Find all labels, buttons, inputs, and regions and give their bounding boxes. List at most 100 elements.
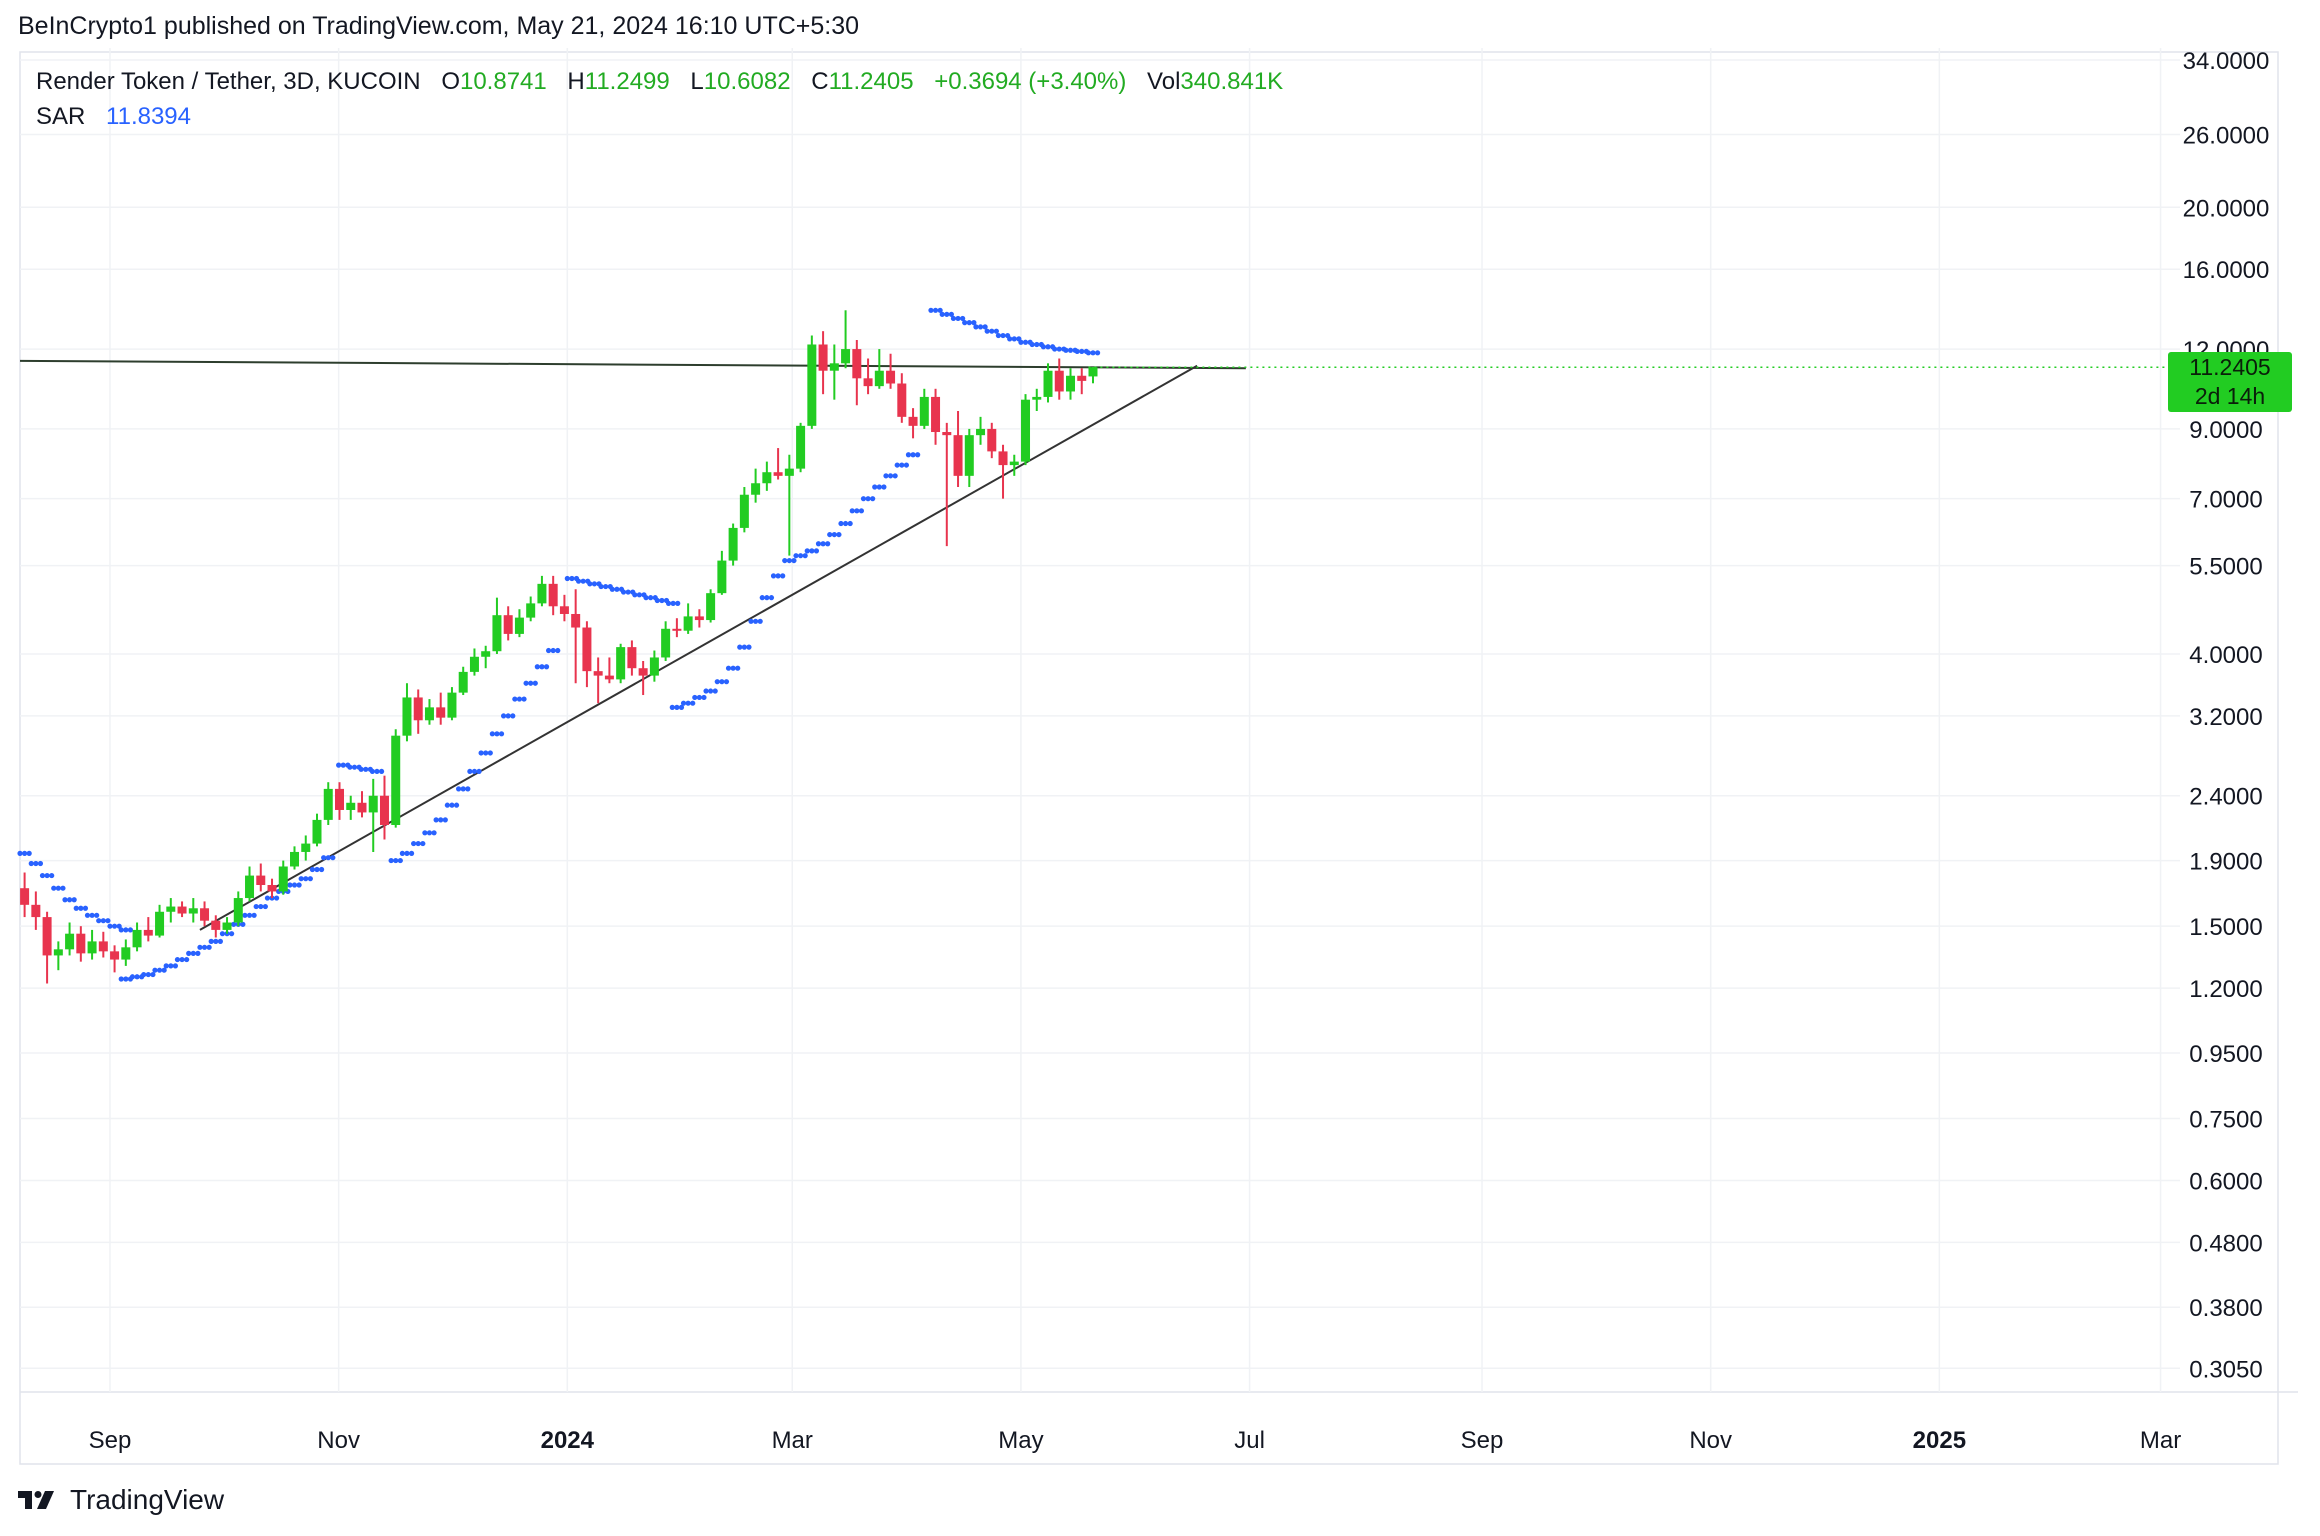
- candle-body: [650, 657, 659, 675]
- candle-body: [897, 384, 906, 417]
- sar-dot: [637, 592, 642, 597]
- candle: [346, 796, 355, 820]
- candle: [279, 861, 288, 895]
- sar-dot: [771, 573, 776, 578]
- sar-dot: [681, 701, 686, 706]
- open-label: O: [441, 68, 460, 95]
- candle-body: [380, 796, 389, 825]
- sar-dot: [398, 858, 403, 863]
- sar-label[interactable]: SAR: [36, 103, 85, 130]
- sar-dot: [60, 886, 65, 891]
- sar-dot: [726, 666, 731, 671]
- sar-dot: [1086, 350, 1091, 355]
- sar-dot: [872, 484, 877, 489]
- sar-dot: [888, 473, 893, 478]
- y-tick-label: 20.0000: [2183, 195, 2270, 222]
- candle: [526, 597, 535, 622]
- sar-dot: [431, 830, 436, 835]
- sar-dot: [1075, 349, 1080, 354]
- sar-dot: [940, 312, 945, 317]
- sar-dot: [123, 976, 128, 981]
- sar-dot: [499, 731, 504, 736]
- sar-dot: [173, 963, 178, 968]
- candle: [549, 576, 558, 615]
- sar-dot: [748, 619, 753, 624]
- sar-dot: [776, 573, 781, 578]
- candle: [729, 524, 738, 566]
- sar-dot: [254, 904, 259, 909]
- candle-body: [549, 584, 558, 606]
- candle-body: [931, 397, 940, 432]
- sar-dot: [899, 462, 904, 467]
- sar-dot: [370, 769, 375, 774]
- sar-dot: [865, 496, 870, 501]
- sar-dot: [427, 830, 432, 835]
- sar-dot: [1057, 346, 1062, 351]
- sar-dot: [1079, 349, 1084, 354]
- tradingview-logo[interactable]: TradingView: [18, 1484, 224, 1516]
- sar-dot: [793, 553, 798, 558]
- sar-dot: [893, 473, 898, 478]
- sar-dot: [213, 939, 218, 944]
- candle-body: [886, 371, 895, 384]
- sar-dot: [420, 841, 425, 846]
- candle-body: [627, 647, 636, 668]
- candle-body: [436, 707, 445, 717]
- sar-dot: [94, 913, 99, 918]
- candle: [88, 930, 97, 960]
- candle: [920, 389, 929, 429]
- candle-body: [571, 614, 580, 628]
- candle-body: [301, 844, 310, 852]
- sar-dot: [438, 817, 443, 822]
- sar-dot: [764, 595, 769, 600]
- candle-body: [447, 693, 456, 718]
- sar-dot: [814, 548, 819, 553]
- sar-dot: [141, 972, 146, 977]
- sar-dot: [341, 763, 346, 768]
- candle: [616, 644, 625, 683]
- sar-dot: [157, 968, 162, 973]
- candle: [1088, 367, 1097, 383]
- sar-dot: [883, 473, 888, 478]
- sar-dot: [67, 897, 72, 902]
- candle: [999, 445, 1008, 499]
- sar-dot: [906, 452, 911, 457]
- candle: [380, 776, 389, 840]
- candle-body: [807, 344, 816, 425]
- candle-body: [1055, 371, 1064, 392]
- sar-dot: [1095, 350, 1100, 355]
- candle: [121, 939, 130, 965]
- sar-dot: [416, 841, 421, 846]
- candle-body: [999, 451, 1008, 465]
- sar-dot: [632, 592, 637, 597]
- sar-dot: [107, 924, 112, 929]
- sar-dot: [701, 695, 706, 700]
- sar-dot: [326, 855, 331, 860]
- sar-dot: [319, 867, 324, 872]
- sar-dot: [476, 769, 481, 774]
- candle: [470, 648, 479, 675]
- sar-dot: [535, 664, 540, 669]
- sar-dot: [533, 681, 538, 686]
- candle: [954, 411, 963, 487]
- sar-dot: [592, 581, 597, 586]
- sar-dot: [202, 945, 207, 950]
- candle: [740, 487, 749, 532]
- candle-body: [684, 616, 693, 630]
- x-tick-label: Jul: [1234, 1427, 1265, 1454]
- candle: [537, 576, 546, 606]
- sar-dot: [247, 913, 252, 918]
- candle-body: [110, 951, 119, 959]
- sar-dot: [780, 573, 785, 578]
- sar-dot: [985, 329, 990, 334]
- candle-body: [279, 866, 288, 891]
- sar-dot: [735, 666, 740, 671]
- candle-body: [369, 796, 378, 813]
- sar-dot: [404, 851, 409, 856]
- sar-dot: [787, 558, 792, 563]
- sar-dot: [506, 713, 511, 718]
- symbol-title[interactable]: Render Token / Tether, 3D, KUCOIN: [36, 68, 421, 95]
- sar-dot: [915, 452, 920, 457]
- sar-dot: [576, 579, 581, 584]
